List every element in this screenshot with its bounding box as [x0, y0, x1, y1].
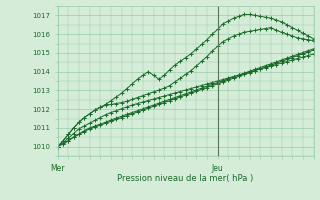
X-axis label: Pression niveau de la mer( hPa ): Pression niveau de la mer( hPa ): [117, 174, 254, 183]
